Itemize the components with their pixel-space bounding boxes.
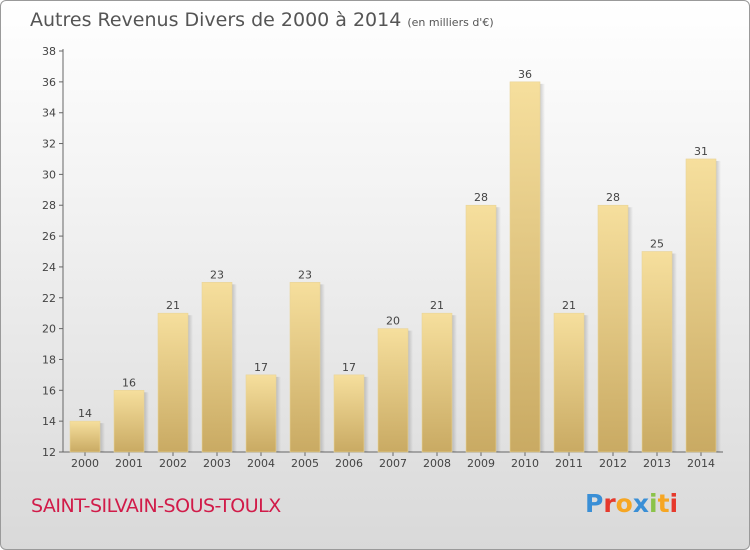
x-tick-label: 2008	[423, 457, 451, 470]
x-tick-label: 2001	[115, 457, 143, 470]
x-tick-label: 2003	[203, 457, 231, 470]
bar-value-label: 25	[650, 238, 664, 251]
y-tick-label: 38	[42, 45, 56, 58]
bar-shadow	[452, 315, 457, 452]
bar-shadow	[496, 207, 501, 452]
bar-value-label: 17	[342, 361, 356, 374]
logo-letter: i	[669, 489, 679, 518]
bar-shadow	[188, 315, 193, 452]
bar-value-label: 20	[386, 315, 400, 328]
bar-2009[interactable]	[465, 204, 497, 453]
bar-value-label: 23	[298, 268, 312, 281]
x-tick-label: 2002	[159, 457, 187, 470]
proxiti-logo[interactable]: Proxiti	[585, 489, 678, 518]
bar-2003[interactable]	[201, 282, 233, 453]
x-tick-label: 2014	[687, 457, 715, 470]
x-tick-label: 2006	[335, 457, 363, 470]
bar-shadow	[232, 284, 237, 452]
bar-2013[interactable]	[641, 251, 673, 453]
bar-shadow	[144, 392, 149, 452]
x-tick-label: 2012	[599, 457, 627, 470]
y-tick-label: 12	[42, 446, 56, 459]
bar-shadow	[364, 376, 369, 452]
bar-2004[interactable]	[245, 374, 277, 453]
bar-shadow	[672, 253, 677, 452]
bar-shadow	[276, 376, 281, 452]
bar-shadow	[716, 160, 721, 452]
bar-value-label: 14	[78, 407, 92, 420]
x-tick-label: 2011	[555, 457, 583, 470]
title-unit: (en milliers d'€)	[407, 16, 494, 29]
bar-value-label: 31	[694, 145, 708, 158]
bar-value-label: 23	[210, 268, 224, 281]
town-name: SAINT-SILVAIN-SOUS-TOULX	[31, 495, 281, 517]
chart-title: Autres Revenus Divers de 2000 à 2014 (en …	[30, 9, 494, 31]
bar-2012[interactable]	[597, 204, 629, 453]
x-tick-label: 2005	[291, 457, 319, 470]
y-tick-label: 20	[42, 323, 56, 336]
y-tick-label: 18	[42, 353, 56, 366]
bar-shadow	[100, 423, 105, 452]
logo-letter: P	[585, 489, 604, 518]
bar-shadow	[584, 315, 589, 452]
x-tick-label: 2009	[467, 457, 495, 470]
y-tick-label: 28	[42, 199, 56, 212]
bar-value-label: 21	[166, 299, 180, 312]
bar-shadow	[540, 83, 545, 452]
bar-value-label: 21	[562, 299, 576, 312]
bar-2008[interactable]	[421, 312, 453, 453]
bar-2006[interactable]	[333, 374, 365, 453]
bar-shadow	[628, 207, 633, 452]
bar-2007[interactable]	[377, 328, 409, 453]
x-tick-label: 2007	[379, 457, 407, 470]
logo-letter: i	[649, 489, 658, 518]
title-main: Autres Revenus Divers de 2000 à 2014	[30, 9, 402, 31]
x-tick-label: 2004	[247, 457, 275, 470]
y-tick-label: 32	[42, 138, 56, 151]
bar-2002[interactable]	[157, 312, 189, 453]
y-tick-label: 22	[42, 292, 56, 305]
y-tick-label: 16	[42, 384, 56, 397]
logo-letter: o	[615, 489, 633, 518]
x-tick-label: 2000	[71, 457, 99, 470]
logo-letter: r	[603, 489, 616, 518]
bar-2000[interactable]	[69, 420, 101, 453]
y-tick-label: 24	[42, 261, 56, 274]
y-tick-label: 30	[42, 168, 56, 181]
bar-value-label: 16	[122, 376, 136, 389]
y-tick-label: 14	[42, 415, 56, 428]
y-tick-label: 26	[42, 230, 56, 243]
bar-2005[interactable]	[289, 282, 321, 453]
bar-shadow	[320, 284, 325, 452]
logo-letter: x	[632, 489, 649, 518]
bar-2001[interactable]	[113, 390, 145, 453]
bars-group: 14 16 21 23 17 23 17 20 21 28 36 21 28 25 31	[69, 68, 721, 453]
bar-value-label: 21	[430, 299, 444, 312]
bar-value-label: 36	[518, 68, 532, 81]
bar-value-label: 17	[254, 361, 268, 374]
y-tick-label: 34	[42, 107, 56, 120]
bar-value-label: 28	[606, 191, 620, 204]
bar-value-label: 28	[474, 191, 488, 204]
bar-shadow	[408, 330, 413, 452]
bar-2011[interactable]	[553, 312, 585, 453]
bar-2014[interactable]	[685, 158, 717, 453]
logo-letter: t	[657, 489, 670, 518]
x-tick-label: 2013	[643, 457, 671, 470]
bar-2010[interactable]	[509, 81, 541, 453]
x-tick-label: 2010	[511, 457, 539, 470]
y-tick-label: 36	[42, 76, 56, 89]
